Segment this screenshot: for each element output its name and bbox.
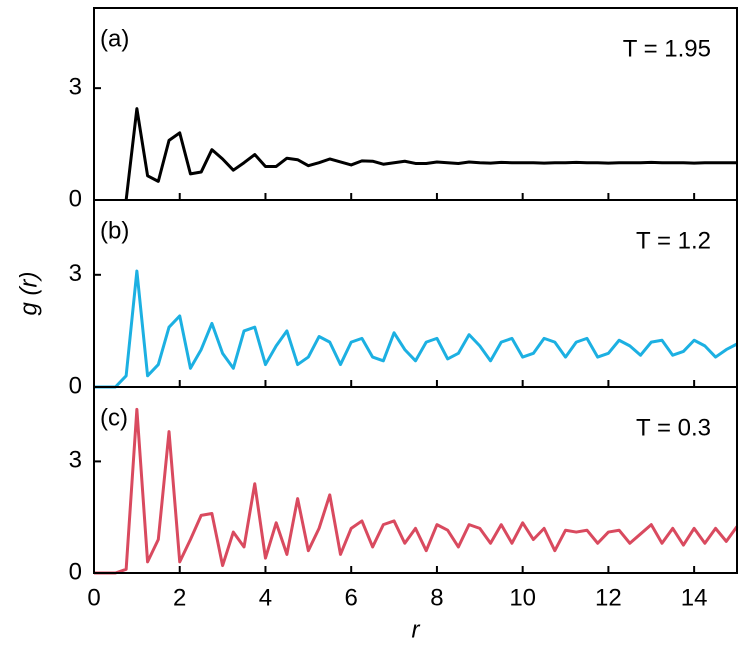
x-tick-label: 10 bbox=[509, 584, 536, 611]
annotation: T = 1.95 bbox=[623, 35, 711, 62]
x-axis-label: r bbox=[412, 616, 421, 643]
x-tick-label: 12 bbox=[595, 584, 622, 611]
x-tick-label: 4 bbox=[259, 584, 272, 611]
panel-label: (b) bbox=[100, 217, 129, 244]
annotation: T = 0.3 bbox=[636, 414, 711, 441]
y-tick-label: 3 bbox=[69, 73, 82, 100]
data-line bbox=[94, 269, 738, 389]
x-tick-label: 0 bbox=[87, 584, 100, 611]
x-tick-label: 6 bbox=[345, 584, 358, 611]
x-tick-label: 2 bbox=[173, 584, 186, 611]
panel-label: (a) bbox=[100, 25, 129, 52]
data-line bbox=[94, 407, 739, 575]
data-line bbox=[124, 107, 737, 201]
annotation: T = 1.2 bbox=[636, 227, 711, 254]
y-tick-label: 3 bbox=[69, 447, 82, 474]
plot-frame bbox=[93, 386, 738, 574]
panel-label: (c) bbox=[100, 404, 128, 431]
y-axis-label: g (r) bbox=[15, 272, 42, 316]
y-tick-label: 3 bbox=[69, 260, 82, 287]
y-tick-label: 0 bbox=[69, 558, 82, 585]
y-tick-label: 0 bbox=[69, 185, 82, 212]
x-tick-label: 8 bbox=[430, 584, 443, 611]
y-tick-label: 0 bbox=[69, 372, 82, 399]
x-tick-label: 14 bbox=[681, 584, 708, 611]
